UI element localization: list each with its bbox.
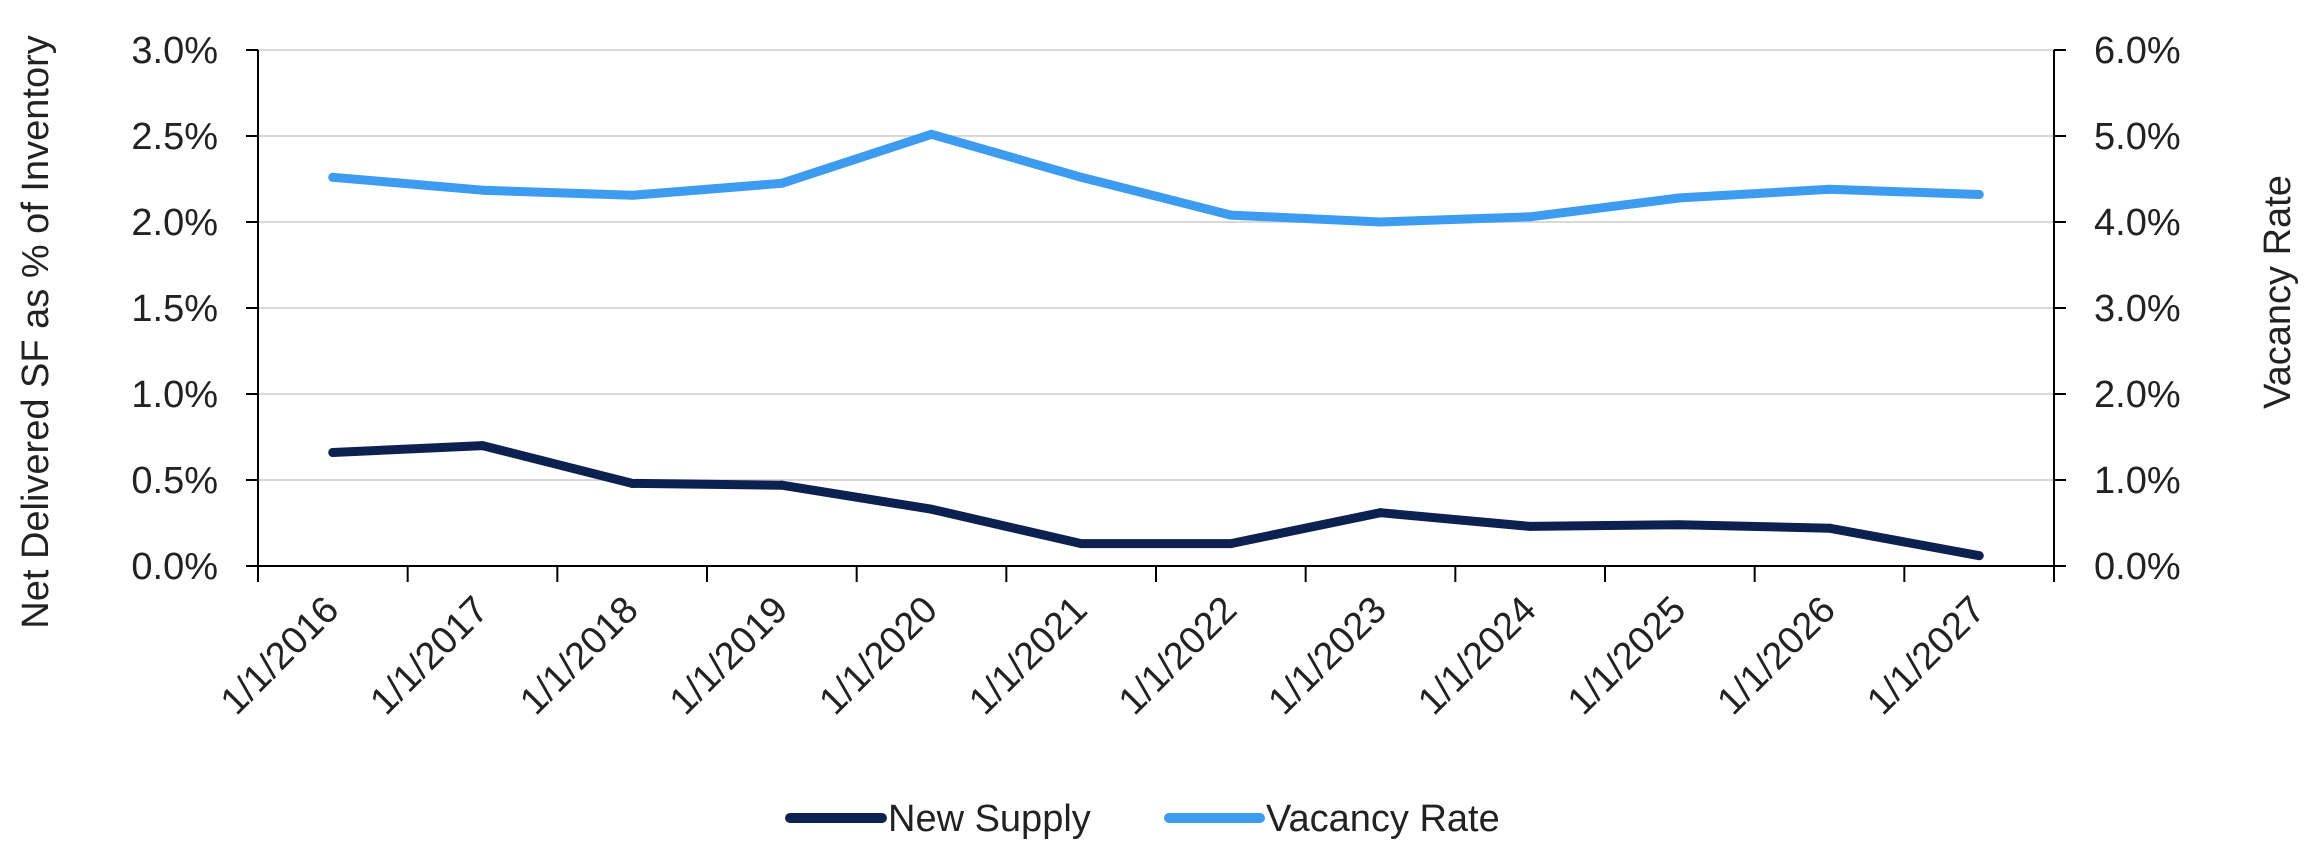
series-line-new-supply (328, 441, 1984, 561)
x-axis-tick-label: 1/1/2025 (1560, 589, 1694, 723)
data-point-new-supply (1825, 523, 1834, 533)
x-axis-tick-label: 1/1/2024 (1410, 589, 1544, 723)
data-point-new-supply (328, 447, 338, 457)
left-axis-title: Net Delivered SF as % of Inventory (15, 35, 57, 628)
right-axis-tick-label: 1.0% (2094, 460, 2181, 502)
left-axis-tick-label: 3.0% (131, 30, 218, 72)
series-line-vacancy-rate (328, 129, 1984, 227)
legend-label-new-supply: New Supply (888, 798, 1091, 840)
data-point-new-supply (1525, 521, 1535, 531)
x-axis-tick-label: 1/1/2017 (363, 589, 497, 723)
data-point-new-supply (1226, 539, 1236, 549)
data-point-vacancy-rate (328, 172, 338, 182)
x-axis-tick-label: 1/1/2022 (1111, 589, 1245, 723)
left-axis-tick-label: 1.0% (131, 374, 218, 416)
left-axis-tick-label: 1.5% (131, 288, 218, 330)
x-axis-tick-label: 1/1/2019 (662, 589, 796, 723)
data-point-vacancy-rate (627, 190, 637, 200)
data-point-vacancy-rate (927, 129, 936, 139)
data-point-vacancy-rate (1974, 189, 1984, 199)
x-axis-tick-label: 1/1/2018 (512, 589, 646, 723)
right-axis-tick-label: 0.0% (2094, 546, 2181, 588)
data-point-new-supply (627, 478, 637, 488)
data-point-new-supply (1974, 551, 1984, 561)
x-axis-tick-label: 1/1/2021 (961, 589, 1095, 723)
left-axis-tick-label: 2.5% (131, 116, 218, 158)
data-point-vacancy-rate (1076, 172, 1086, 182)
right-axis-tick-label: 5.0% (2094, 116, 2181, 158)
data-point-vacancy-rate (1525, 212, 1535, 222)
data-point-new-supply (1076, 539, 1086, 549)
x-axis-tick-label: 1/1/2020 (812, 589, 946, 723)
right-axis-title: Vacancy Rate (2257, 175, 2299, 409)
legend: New Supply Vacancy Rate (785, 798, 1500, 840)
data-point-vacancy-rate (1376, 217, 1385, 227)
data-point-new-supply (1376, 508, 1385, 518)
data-point-vacancy-rate (777, 178, 787, 188)
right-axis-tick-label: 4.0% (2094, 202, 2181, 244)
axes (246, 49, 2066, 582)
data-point-new-supply (1675, 520, 1685, 530)
x-axis-tick-label: 1/1/2027 (1859, 589, 1993, 723)
right-axis-tick-labels: 0.0% 1.0% 2.0% 3.0% 4.0% 5.0% 6.0% (2094, 30, 2181, 588)
data-point-vacancy-rate (1226, 210, 1236, 220)
left-axis-tick-label: 2.0% (131, 202, 218, 244)
left-axis-tick-label: 0.0% (131, 546, 218, 588)
right-axis-tick-label: 2.0% (2094, 374, 2181, 416)
x-axis-tick-label: 1/1/2016 (213, 589, 347, 723)
data-point-new-supply (478, 441, 487, 451)
data-point-new-supply (927, 504, 936, 514)
left-axis-tick-label: 0.5% (131, 460, 218, 502)
x-axis-tick-label: 1/1/2026 (1710, 589, 1844, 723)
gridlines (258, 49, 2054, 481)
left-axis-tick-labels: 0.0% 0.5% 1.0% 1.5% 2.0% 2.5% 3.0% (131, 30, 218, 588)
data-point-vacancy-rate (478, 185, 487, 195)
series-lines (328, 129, 1984, 561)
legend-label-vacancy-rate: Vacancy Rate (1266, 798, 1500, 840)
right-axis-tick-label: 3.0% (2094, 288, 2181, 330)
right-axis-tick-label: 6.0% (2094, 30, 2181, 72)
data-point-new-supply (777, 480, 787, 490)
data-point-vacancy-rate (1825, 184, 1834, 194)
x-axis-tick-labels: 1/1/2016 1/1/2017 1/1/2018 1/1/2019 1/1/2020… (213, 589, 1994, 723)
data-point-vacancy-rate (1675, 193, 1685, 203)
x-axis-tick-label: 1/1/2023 (1261, 589, 1395, 723)
